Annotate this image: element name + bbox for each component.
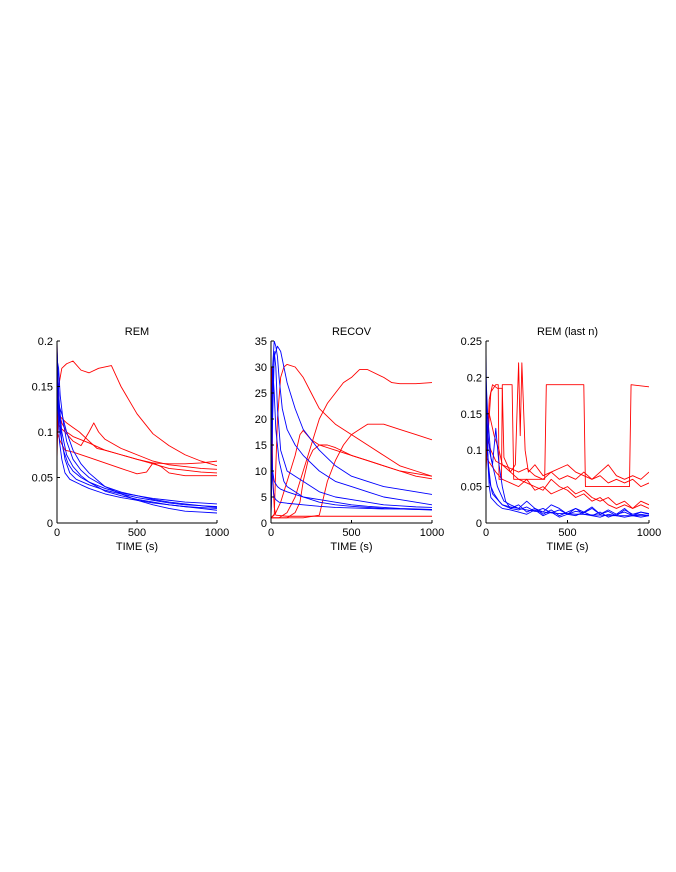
- series-line-3: [57, 422, 217, 470]
- series-line-2: [486, 362, 649, 488]
- series-group: [486, 348, 649, 518]
- y-tick-label: 20: [255, 414, 267, 426]
- y-tick-label: 15: [255, 440, 267, 452]
- series-line-4: [271, 444, 432, 519]
- x-tick-label: 0: [483, 527, 489, 539]
- series-line-9: [271, 350, 432, 518]
- series-line-1: [486, 384, 649, 488]
- series-line-12: [271, 460, 432, 518]
- series-line-6: [57, 350, 217, 508]
- series-line-11: [57, 359, 217, 508]
- series-line-4: [486, 435, 649, 509]
- y-tick-label: 0.1: [38, 427, 53, 439]
- chart-2: RECOV 0 5 10 15 20 25 30 35 0 500 1000 TIME (s): [255, 326, 444, 553]
- x-axis-label: TIME (s): [546, 541, 588, 553]
- x-axis-label: TIME (s): [116, 541, 158, 553]
- series-line-5: [57, 341, 217, 474]
- series-line-5: [486, 457, 649, 509]
- x-tick-label: 1000: [637, 527, 661, 539]
- y-tick-label: 10: [255, 466, 267, 478]
- y-tick-label: 0.2: [38, 336, 53, 348]
- series-line-6: [486, 377, 649, 517]
- chart-title: RECOV: [332, 326, 372, 338]
- x-tick-label: 500: [558, 527, 576, 539]
- chart-3: REM (last n) 0 0.05 0.1 0.15 0.2 0.25 0 500 1000 T…: [461, 326, 662, 553]
- y-tick-label: 0.25: [461, 336, 482, 348]
- y-tick-label: 5: [261, 492, 267, 504]
- x-tick-label: 0: [268, 527, 274, 539]
- series-line-7: [271, 345, 432, 513]
- x-axis-label: TIME (s): [330, 541, 372, 553]
- series-line-10: [486, 348, 649, 517]
- series-line-5: [271, 423, 432, 519]
- y-tick-label: 0: [476, 518, 482, 530]
- series-line-8: [486, 384, 649, 517]
- series-line-11: [271, 366, 432, 518]
- chart-title: REM: [125, 326, 149, 338]
- x-tick-label: 1000: [420, 527, 444, 539]
- series-line-8: [57, 350, 217, 505]
- y-tick-label: 0.15: [32, 382, 53, 394]
- series-line-1: [57, 360, 217, 467]
- series-line-2: [57, 413, 217, 465]
- series-line-4: [57, 431, 217, 477]
- y-tick-label: 35: [255, 336, 267, 348]
- series-line-7: [486, 399, 649, 518]
- y-tick-label: 0.1: [467, 445, 482, 457]
- x-tick-label: 500: [128, 527, 146, 539]
- series-group: [57, 341, 217, 514]
- series-group: [271, 341, 432, 519]
- series-line-9: [57, 368, 217, 509]
- y-tick-label: 0.05: [461, 482, 482, 494]
- chart-1: REM 0 0.05 0.1 0.15 0.2 0 500 1000 TIME (s): [32, 326, 230, 553]
- series-line-6: [271, 366, 432, 518]
- y-tick-label: 0.2: [467, 372, 482, 384]
- series-line-1: [271, 369, 432, 519]
- series-line-8: [271, 341, 432, 513]
- chart-title: REM (last n): [537, 326, 598, 338]
- y-tick-label: 0: [261, 518, 267, 530]
- y-tick-label: 0.05: [32, 473, 53, 485]
- y-tick-label: 25: [255, 388, 267, 400]
- x-tick-label: 0: [54, 527, 60, 539]
- y-tick-label: 30: [255, 362, 267, 374]
- y-tick-label: 0.15: [461, 409, 482, 421]
- x-tick-label: 1000: [205, 527, 229, 539]
- x-tick-label: 500: [342, 527, 360, 539]
- y-tick-label: 0: [47, 518, 53, 530]
- series-line-3: [486, 413, 649, 480]
- series-line-2: [271, 363, 432, 519]
